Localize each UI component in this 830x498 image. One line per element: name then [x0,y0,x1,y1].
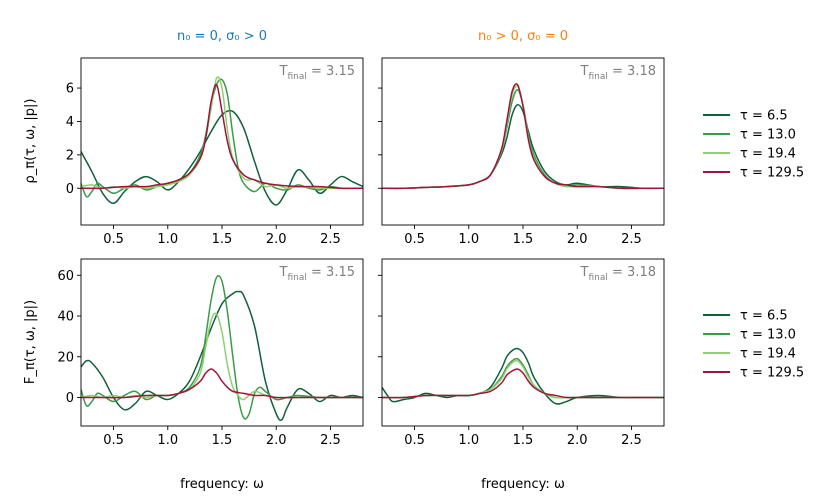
legend-label: τ = 129.5 [740,366,804,381]
legend-bottom: τ = 6.5 τ = 13.0 τ = 19.4 τ = 129.5 [703,309,804,381]
t-final-annotation: Tfinal = 3.15 [279,265,355,283]
x-tick-label: 2.0 [266,232,287,247]
x-tick-label: 2.5 [320,433,341,448]
y-tick-label: 40 [57,310,74,325]
panel-top-right: 0.5 1.0 1.5 2.0 2.5 Tfinal = 3.18 [378,57,665,247]
y-tick-label: 0 [66,391,74,406]
legend-label: τ = 19.4 [740,347,796,362]
series-line-3 [382,359,664,399]
series-line-2 [81,275,363,420]
series-group [382,83,664,190]
series-line-2 [81,78,363,198]
series-line-4 [382,368,664,399]
legend-label: τ = 13.0 [740,328,796,343]
t-final-annotation: Tfinal = 3.18 [580,265,656,283]
ylabel-top: ρ_π(τ, ω, |p|) [23,99,38,184]
axes-frame [381,57,665,226]
y-tick-label: 2 [66,148,74,163]
x-tick-label: 2.5 [621,433,642,448]
t-final-annotation: Tfinal = 3.15 [279,64,355,82]
x-tick-label: 0.5 [404,433,425,448]
col-title-right: n₀ > 0, σ₀ = 0 [478,29,568,44]
x-tick-label: 0.5 [103,232,124,247]
series-line-3 [382,85,664,190]
legend-label: τ = 129.5 [740,166,804,181]
legend-top: τ = 6.5 τ = 13.0 τ = 19.4 τ = 129.5 [703,109,804,181]
panel-bottom-left: 0.5 1.0 1.5 2.0 2.5 0 20 40 60 Tfinal = 3.15 [57,258,364,448]
ylabel-bottom: F_π(τ, ω, |p|) [23,300,38,384]
legend-label: τ = 6.5 [740,109,788,124]
xlabel-right: frequency: ω [481,477,565,492]
xlabel-left: frequency: ω [180,477,264,492]
panel-top-left: 0.5 1.0 1.5 2.0 2.5 0 2 4 6 Tfinal = 3.15 [66,57,364,247]
x-tick-label: 2.5 [320,232,341,247]
series-line-2 [382,357,664,399]
x-tick-label: 0.5 [404,232,425,247]
series-line-3 [81,76,363,190]
y-tick-label: 0 [66,182,74,197]
x-tick-label: 1.5 [212,433,233,448]
series-line-4 [81,368,363,399]
x-tick-label: 1.0 [458,232,479,247]
x-tick-label: 0.5 [103,433,124,448]
x-tick-label: 2.0 [567,433,588,448]
t-final-annotation: Tfinal = 3.18 [580,64,656,82]
series-line-1 [81,109,363,206]
y-tick-label: 60 [57,269,74,284]
series-line-4 [81,83,363,190]
legend-label: τ = 6.5 [740,309,788,324]
x-tick-label: 2.5 [621,232,642,247]
series-group [81,275,363,422]
x-tick-label: 1.5 [513,232,534,247]
panel-bottom-right: 0.5 1.0 1.5 2.0 2.5 Tfinal = 3.18 [378,258,665,448]
legend-label: τ = 13.0 [740,128,796,143]
axes-frame [80,57,364,226]
series-group [382,347,664,405]
legend-label: τ = 19.4 [740,147,796,162]
series-group [81,76,363,206]
series-line-4 [382,83,664,190]
x-tick-label: 1.0 [458,433,479,448]
y-tick-label: 6 [66,82,74,97]
y-tick-label: 20 [57,350,74,365]
x-tick-label: 1.5 [513,433,534,448]
x-tick-label: 1.5 [212,232,233,247]
series-line-1 [81,290,363,422]
x-tick-label: 1.0 [157,232,178,247]
series-line-1 [382,103,664,190]
x-tick-label: 2.0 [266,433,287,448]
x-tick-label: 2.0 [567,232,588,247]
series-line-3 [81,312,363,401]
axes-frame [381,258,665,427]
y-tick-label: 4 [66,115,74,130]
col-title-left: n₀ = 0, σ₀ > 0 [177,29,267,44]
x-tick-label: 1.0 [157,433,178,448]
